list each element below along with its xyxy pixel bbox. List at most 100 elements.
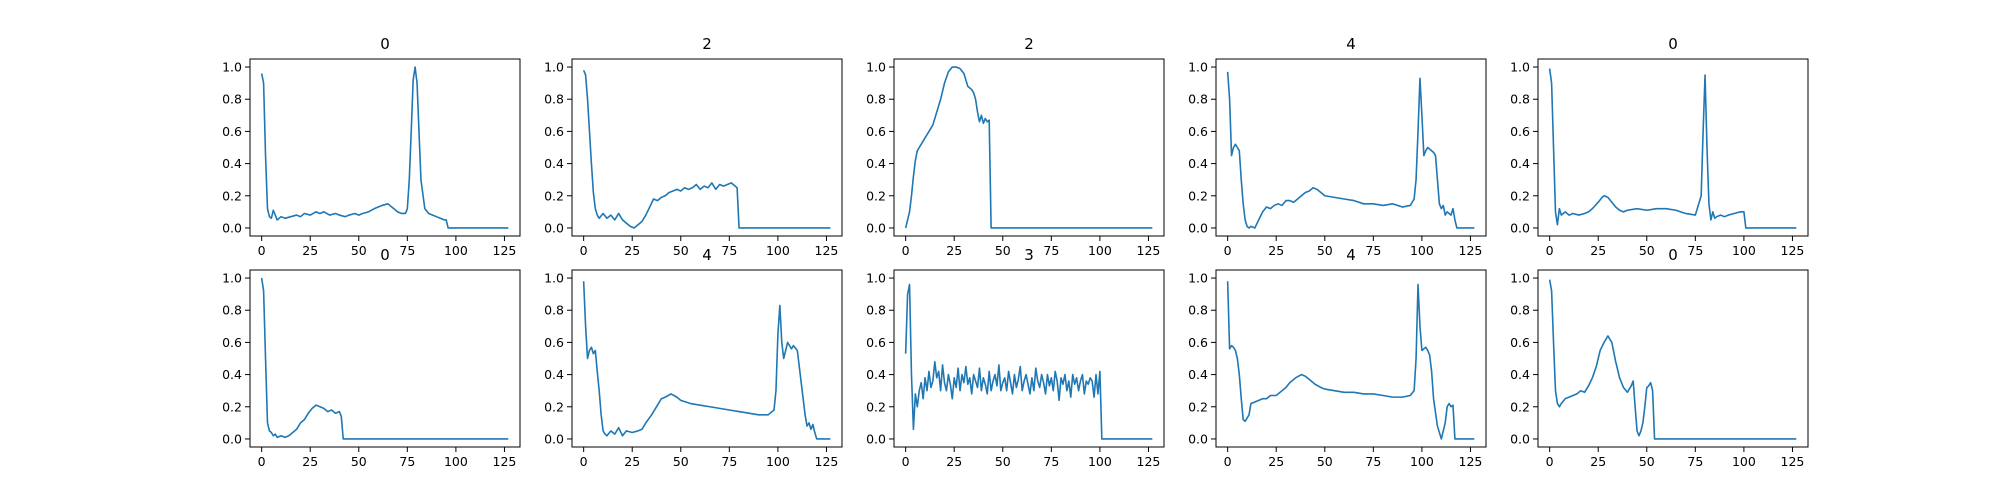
y-tick-label: 1.0 <box>1188 60 1208 75</box>
x-tick-label: 125 <box>1459 243 1483 258</box>
y-tick-label: 1.0 <box>1510 60 1530 75</box>
y-tick-label: 0.6 <box>1510 335 1530 350</box>
x-tick-label: 100 <box>766 454 790 469</box>
series-line <box>1548 279 1797 440</box>
series-line <box>904 283 1153 440</box>
x-tick-label: 100 <box>1732 243 1756 258</box>
y-tick-label: 0.0 <box>544 220 564 235</box>
y-tick-label: 1.0 <box>866 60 886 75</box>
y-tick-label: 0.0 <box>1510 220 1530 235</box>
x-tick-label: 25 <box>946 454 962 469</box>
x-tick-label: 100 <box>1732 454 1756 469</box>
x-tick-label: 50 <box>351 454 367 469</box>
subplot-2: 2 0 25 50 75 100 125 0.0 0.2 0.4 0.6 0.8 1.0 <box>544 35 843 258</box>
y-tick-label: 0.2 <box>222 399 242 414</box>
subplot-6: 0 0 25 50 75 100 125 0.0 0.2 0.4 0.6 0.8 1.0 <box>222 246 521 469</box>
plot-frame <box>893 58 1165 237</box>
series-line <box>1548 68 1797 229</box>
x-tick-label: 100 <box>1410 243 1434 258</box>
x-tick-label: 75 <box>1687 454 1703 469</box>
subplot-title: 0 <box>1668 35 1678 53</box>
subplot-10: 0 0 25 50 75 100 125 0.0 0.2 0.4 0.6 0.8 1.0 <box>1510 246 1809 469</box>
x-tick-label: 125 <box>493 243 517 258</box>
y-tick-label: 0.0 <box>222 431 242 446</box>
x-tick-label: 0 <box>1224 454 1232 469</box>
y-tick-label: 0.6 <box>222 335 242 350</box>
x-tick-label: 0 <box>580 454 588 469</box>
x-tick-label: 0 <box>1546 243 1554 258</box>
subplot-title: 4 <box>1346 35 1356 53</box>
x-tick-label: 100 <box>444 454 468 469</box>
y-tick-label: 0.4 <box>866 367 886 382</box>
y-tick-label: 0.6 <box>222 124 242 139</box>
x-tick-label: 0 <box>580 243 588 258</box>
y-tick-label: 0.2 <box>1188 188 1208 203</box>
y-tick-label: 0.4 <box>1510 156 1530 171</box>
y-tick-label: 0.8 <box>544 303 564 318</box>
y-tick-label: 0.8 <box>222 303 242 318</box>
plot-frame <box>571 58 843 237</box>
x-tick-label: 0 <box>902 454 910 469</box>
series-line <box>904 66 1153 229</box>
subplot-5: 0 0 25 50 75 100 125 0.0 0.2 0.4 0.6 0.8 1.0 <box>1510 35 1809 258</box>
x-tick-label: 25 <box>1590 454 1606 469</box>
y-tick-label: 0.0 <box>222 220 242 235</box>
x-tick-label: 50 <box>1639 454 1655 469</box>
x-tick-label: 25 <box>302 243 318 258</box>
plot-frame <box>1215 269 1487 448</box>
subplot-title: 0 <box>1668 246 1678 264</box>
x-tick-label: 50 <box>673 243 689 258</box>
x-tick-label: 75 <box>1365 454 1381 469</box>
y-tick-label: 0.2 <box>866 188 886 203</box>
subplot-7: 4 0 25 50 75 100 125 0.0 0.2 0.4 0.6 0.8 1.0 <box>544 246 843 469</box>
subplot-3: 2 0 25 50 75 100 125 0.0 0.2 0.4 0.6 0.8 1.0 <box>866 35 1165 258</box>
y-tick-label: 1.0 <box>222 60 242 75</box>
x-tick-label: 75 <box>399 243 415 258</box>
y-tick-label: 0.0 <box>866 431 886 446</box>
x-tick-label: 125 <box>1781 454 1805 469</box>
y-tick-label: 0.2 <box>1188 399 1208 414</box>
plot-frame <box>249 58 521 237</box>
x-tick-label: 0 <box>1546 454 1554 469</box>
x-tick-label: 25 <box>302 454 318 469</box>
y-tick-label: 0.8 <box>1510 92 1530 107</box>
y-tick-label: 1.0 <box>1510 271 1530 286</box>
plot-frame <box>571 269 843 448</box>
plot-frame <box>1537 269 1809 448</box>
x-tick-label: 75 <box>721 454 737 469</box>
x-tick-label: 125 <box>1781 243 1805 258</box>
x-tick-label: 25 <box>624 454 640 469</box>
plot-frame <box>1215 58 1487 237</box>
y-tick-label: 0.2 <box>1510 188 1530 203</box>
subplot-title: 2 <box>1024 35 1034 53</box>
x-tick-label: 75 <box>1043 243 1059 258</box>
y-tick-label: 0.8 <box>1188 303 1208 318</box>
y-tick-label: 0.8 <box>222 92 242 107</box>
y-tick-label: 0.4 <box>222 156 242 171</box>
x-tick-label: 100 <box>1410 454 1434 469</box>
x-tick-label: 50 <box>1317 243 1333 258</box>
plot-frame <box>1537 58 1809 237</box>
x-tick-label: 75 <box>1043 454 1059 469</box>
x-tick-label: 50 <box>673 454 689 469</box>
y-tick-label: 0.4 <box>1188 367 1208 382</box>
x-tick-label: 75 <box>721 243 737 258</box>
x-tick-label: 125 <box>815 243 839 258</box>
x-tick-label: 100 <box>766 243 790 258</box>
subplot-4: 4 0 25 50 75 100 125 0.0 0.2 0.4 0.6 0.8 1.0 <box>1188 35 1487 258</box>
x-tick-label: 125 <box>815 454 839 469</box>
x-tick-label: 50 <box>995 243 1011 258</box>
y-tick-label: 1.0 <box>1188 271 1208 286</box>
y-tick-label: 0.6 <box>544 335 564 350</box>
x-tick-label: 125 <box>1137 454 1161 469</box>
y-tick-label: 0.4 <box>1510 367 1530 382</box>
y-tick-label: 0.6 <box>1188 124 1208 139</box>
x-tick-label: 25 <box>1268 243 1284 258</box>
subplot-title: 3 <box>1024 246 1034 264</box>
y-tick-label: 0.2 <box>1510 399 1530 414</box>
x-tick-label: 50 <box>995 454 1011 469</box>
series-line <box>582 69 831 229</box>
subplot-1: 0 0 25 50 75 100 125 0.0 0.2 0.4 0.6 0.8 1.0 <box>222 35 521 258</box>
x-tick-label: 50 <box>1317 454 1333 469</box>
